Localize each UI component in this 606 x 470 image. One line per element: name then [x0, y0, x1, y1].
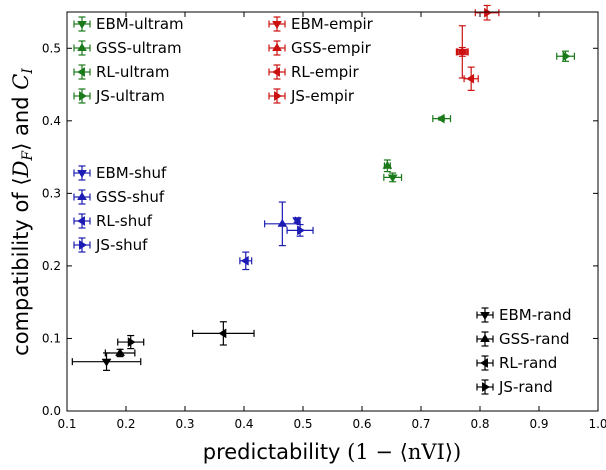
x-tick-label: 0.5: [293, 417, 312, 431]
error-bar: [73, 189, 91, 205]
point-rl-rand: [218, 328, 227, 339]
legend-marker: [77, 21, 87, 29]
legend-marker: [272, 67, 280, 77]
x-axis-title: predictability (1 − ⟨nVI⟩): [203, 440, 461, 464]
y-tick-label: 0.4: [42, 114, 61, 128]
legend-marker: [77, 170, 87, 178]
axis-ticks: 0.1 0.2 0.3 0.4 0.5 0.6 0.7 0.8 0.9 1.00.00.10.20…: [42, 12, 606, 431]
legend-label: GSS-shuf: [96, 188, 165, 206]
legend-label: JS-shuf: [95, 236, 148, 254]
legend-label: JS-empir: [290, 87, 355, 105]
legend-label: EBM-empir: [291, 15, 374, 33]
x-tick-label: 0.3: [175, 417, 194, 431]
legend-marker: [79, 240, 87, 250]
legend-label: JS-ultram: [95, 87, 165, 105]
x-tick-label: 0.9: [529, 417, 548, 431]
y-tick-label: 0.0: [42, 404, 61, 418]
point-rl-ultram: [436, 113, 445, 124]
legend-marker: [77, 216, 85, 226]
legend-marker: [77, 192, 87, 200]
point-js-shuf: [297, 225, 306, 236]
legend-ultram: EBM-ultram GSS-ultram RL-ultram JS-ultram: [73, 15, 184, 105]
plot-frame: [66, 11, 599, 412]
legend-shuf: EBM-shuf GSS-shuf RL-shuf JS-shuf: [73, 164, 167, 254]
legend-label: RL-empir: [291, 63, 359, 81]
y-tick-label: 0.5: [42, 41, 61, 55]
x-tick-label: 0.7: [411, 417, 430, 431]
y-tick-label: 0.2: [42, 259, 61, 273]
error-bar: [463, 66, 479, 91]
y-tick-label: 0.3: [42, 186, 61, 200]
legend-label: GSS-rand: [499, 330, 569, 348]
point-js-empir: [484, 7, 493, 18]
legend-marker: [272, 21, 282, 29]
data-points: [71, 4, 576, 371]
legend-label: RL-rand: [499, 354, 557, 372]
legend-label: EBM-shuf: [96, 164, 167, 182]
point-ebm-shuf: [292, 217, 303, 226]
legend-label: EBM-rand: [499, 306, 572, 324]
legend-empir: EBM-empir GSS-empir RL-empir JS-empir: [268, 15, 374, 105]
point-rl-empir: [466, 73, 475, 84]
point-gss-empir: [457, 46, 468, 55]
y-axis-title: compatibility of ⟨DF⟩ and CI: [9, 68, 36, 356]
legend-label: EBM-ultram: [96, 15, 184, 33]
x-tick-label: 0.6: [352, 417, 371, 431]
point-js-ultram: [562, 51, 571, 62]
legend-label: RL-ultram: [96, 63, 169, 81]
point-gss-ultram: [382, 160, 393, 169]
point-gss-shuf: [277, 218, 288, 227]
legend-marker: [480, 334, 490, 342]
x-tick-label: 0.4: [234, 417, 253, 431]
legend-marker: [274, 91, 282, 101]
legend-marker: [480, 312, 490, 320]
legend-label: JS-rand: [498, 378, 553, 396]
legends: EBM-ultramGSS-ultramRL-ultramJS-ultramEB…: [73, 15, 572, 396]
x-tick-label: 0.2: [116, 417, 135, 431]
point-ebm-rand: [101, 358, 112, 367]
legend-rand: EBM-rand GSS-rand RL-rand JS-rand: [476, 306, 572, 396]
point-gss-rand: [115, 347, 126, 356]
x-tick-label: 0.1: [57, 417, 76, 431]
legend-marker: [77, 43, 87, 51]
legend-marker: [79, 91, 87, 101]
x-tick-label: 1.0: [588, 417, 606, 431]
legend-marker: [77, 67, 85, 77]
point-rl-shuf: [240, 255, 249, 266]
legend-marker: [272, 43, 282, 51]
point-js-rand: [127, 337, 136, 348]
y-tick-label: 0.1: [42, 331, 61, 345]
legend-label: GSS-empir: [291, 39, 372, 57]
point-ebm-ultram: [387, 174, 398, 183]
legend-label: RL-shuf: [96, 212, 153, 230]
legend-marker: [482, 382, 490, 392]
legend-marker: [480, 358, 488, 368]
x-tick-label: 0.8: [470, 417, 489, 431]
legend-label: GSS-ultram: [96, 39, 182, 57]
